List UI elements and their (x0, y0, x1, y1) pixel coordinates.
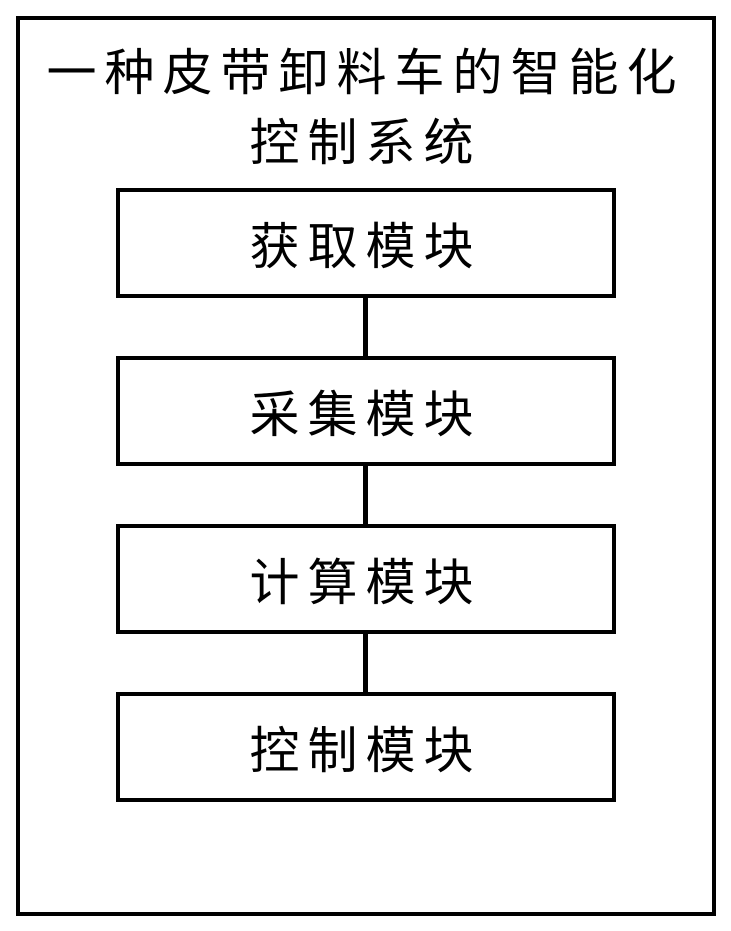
diagram-container: 一种皮带卸料车的智能化 控制系统 获取模块 采集模块 计算模块 控制模块 (16, 16, 716, 916)
module-label: 获取模块 (250, 207, 482, 279)
module-label: 控制模块 (250, 711, 482, 783)
module-label: 采集模块 (250, 375, 482, 447)
connector-1 (363, 298, 368, 356)
module-acquire: 获取模块 (116, 188, 616, 298)
module-label: 计算模块 (250, 543, 482, 615)
module-calculate: 计算模块 (116, 524, 616, 634)
connector-3 (363, 634, 368, 692)
connector-2 (363, 466, 368, 524)
diagram-title: 一种皮带卸料车的智能化 控制系统 (47, 38, 685, 178)
module-control: 控制模块 (116, 692, 616, 802)
module-collect: 采集模块 (116, 356, 616, 466)
title-line-2: 控制系统 (47, 108, 685, 178)
title-line-1: 一种皮带卸料车的智能化 (47, 38, 685, 108)
